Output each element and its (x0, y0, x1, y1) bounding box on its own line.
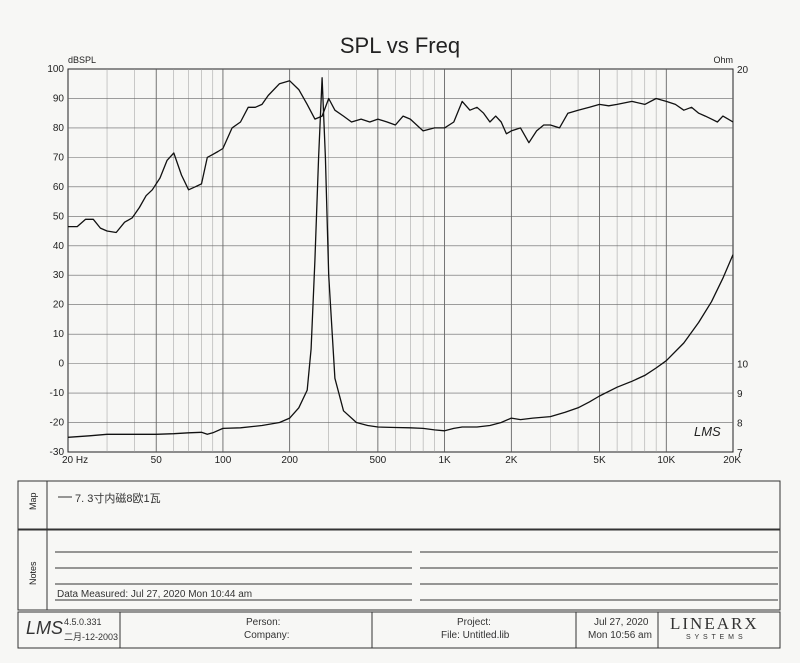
map-legend-text: 7. 3寸内磁8欧1瓦 (75, 493, 161, 505)
left-y-tick-label: 0 (58, 359, 64, 370)
left-y-tick-label: 70 (53, 152, 65, 163)
left-y-tick-label: -20 (50, 418, 65, 429)
notes-label: Notes (28, 561, 38, 585)
file-field: File: Untitled.lib (441, 630, 510, 641)
spl-curve (68, 80, 734, 234)
impedance-curve (67, 77, 734, 438)
left-y-tick-label: 100 (47, 64, 64, 75)
x-tick-label: 1K (438, 455, 451, 466)
right-y-tick-labels: 20 10 9 8 7 (737, 65, 749, 459)
x-tick-label: 10K (657, 455, 675, 466)
left-y-tick-label: -10 (50, 388, 65, 399)
left-y-tick-label: 90 (53, 93, 65, 104)
chart-grid (67, 68, 734, 453)
left-axis-label: dBSPL (68, 55, 96, 65)
right-y-tick-label: 8 (737, 419, 743, 430)
company-field: Company: (244, 630, 290, 641)
left-y-tick-label: -30 (50, 447, 65, 458)
linearx-systems: S Y S T E M S (686, 634, 744, 641)
print-time: Mon 10:56 am (588, 630, 652, 641)
right-axis-label: Ohm (713, 55, 733, 65)
right-y-tick-label: 20 (737, 65, 749, 76)
person-field: Person: (246, 617, 281, 628)
chart-curves (67, 77, 734, 438)
x-tick-label: 200 (281, 455, 298, 466)
map-label: Map (28, 492, 38, 510)
lms-watermark: LMS (694, 424, 721, 439)
right-y-tick-label: 9 (737, 389, 743, 400)
left-y-tick-label: 60 (53, 182, 65, 193)
x-tick-label: 5K (593, 455, 606, 466)
x-tick-label: 50 (151, 455, 163, 466)
print-date: Jul 27, 2020 (594, 617, 649, 628)
right-y-tick-label: 7 (737, 448, 743, 459)
x-tick-label: 20 Hz (62, 455, 88, 466)
x-tick-label: 100 (215, 455, 232, 466)
left-y-tick-label: 80 (53, 123, 65, 134)
project-field: Project: (457, 617, 491, 628)
data-measured-text: Data Measured: Jul 27, 2020 Mon 10:44 am (57, 589, 253, 600)
footer-lms-logo: LMS (26, 618, 64, 638)
plot-frame (67, 68, 734, 453)
x-tick-label: 20K (723, 455, 741, 466)
left-y-tick-label: 10 (53, 329, 65, 340)
software-date: 二月-12-2003 (64, 632, 119, 642)
linearx-logo: LINEARX (670, 614, 759, 633)
chart-title: SPL vs Freq (340, 33, 460, 58)
left-y-tick-label: 30 (53, 270, 65, 281)
footer-frame (17, 480, 781, 649)
x-tick-label: 2K (505, 455, 518, 466)
software-version: 4.5.0.331 (64, 617, 102, 627)
left-y-tick-label: 50 (53, 211, 65, 222)
left-y-tick-label: 20 (53, 300, 65, 311)
right-y-tick-label: 10 (737, 360, 749, 371)
left-y-tick-label: 40 (53, 241, 65, 252)
x-tick-label: 500 (370, 455, 387, 466)
x-tick-labels: 20 Hz 50 100 200 500 1K 2K 5K 10K 20K (62, 455, 741, 466)
